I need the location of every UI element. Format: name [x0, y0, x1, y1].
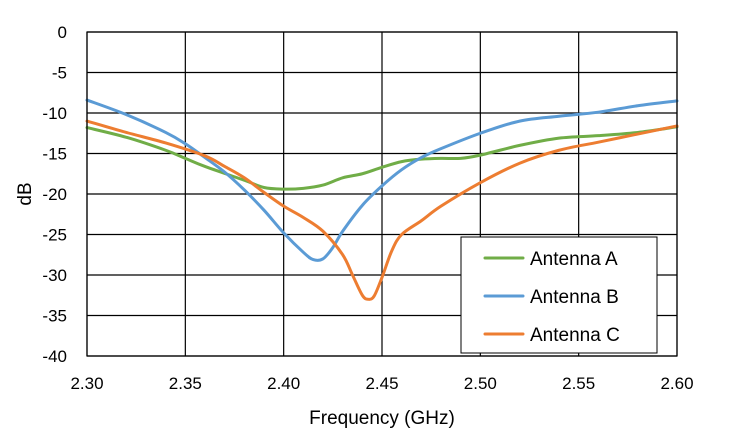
y-tick-label: -35: [42, 307, 67, 326]
x-tick-labels: 2.30 2.35 2.40 2.45 2.50 2.55 2.60: [70, 374, 693, 393]
legend-label-antenna-b: Antenna B: [530, 287, 619, 308]
legend: Antenna A Antenna B Antenna C: [460, 236, 658, 354]
series-layer: [85, 98, 679, 301]
legend-label-antenna-c: Antenna C: [530, 325, 620, 346]
series-line-antenna-c: [85, 119, 679, 301]
plot-frame: [86, 31, 678, 357]
series-line-antenna-a: [85, 125, 679, 191]
x-tick-label: 2.35: [169, 374, 202, 393]
x-tick-label: 2.40: [267, 374, 300, 393]
y-tick-label: -25: [42, 226, 67, 245]
series-line-antenna-b: [85, 98, 679, 262]
y-tick-label: -10: [42, 104, 67, 123]
y-axis-title: dB: [15, 182, 36, 205]
y-tick-label: -20: [42, 185, 67, 204]
x-tick-label: 2.30: [70, 374, 103, 393]
y-tick-labels: 0 -5 -10 -15 -20 -25 -30 -35 -40: [42, 23, 67, 366]
y-tick-label: -40: [42, 347, 67, 366]
y-tick-label: -5: [52, 64, 67, 83]
y-tick-label: -15: [42, 145, 67, 164]
legend-label-antenna-a: Antenna A: [530, 249, 618, 270]
y-tick-label: 0: [58, 23, 67, 42]
x-tick-label: 2.55: [562, 374, 595, 393]
x-tick-label: 2.50: [464, 374, 497, 393]
x-tick-label: 2.45: [365, 374, 398, 393]
x-axis-title: Frequency (GHz): [309, 408, 455, 429]
x-tick-label: 2.60: [660, 374, 693, 393]
y-tick-label: -30: [42, 266, 67, 285]
